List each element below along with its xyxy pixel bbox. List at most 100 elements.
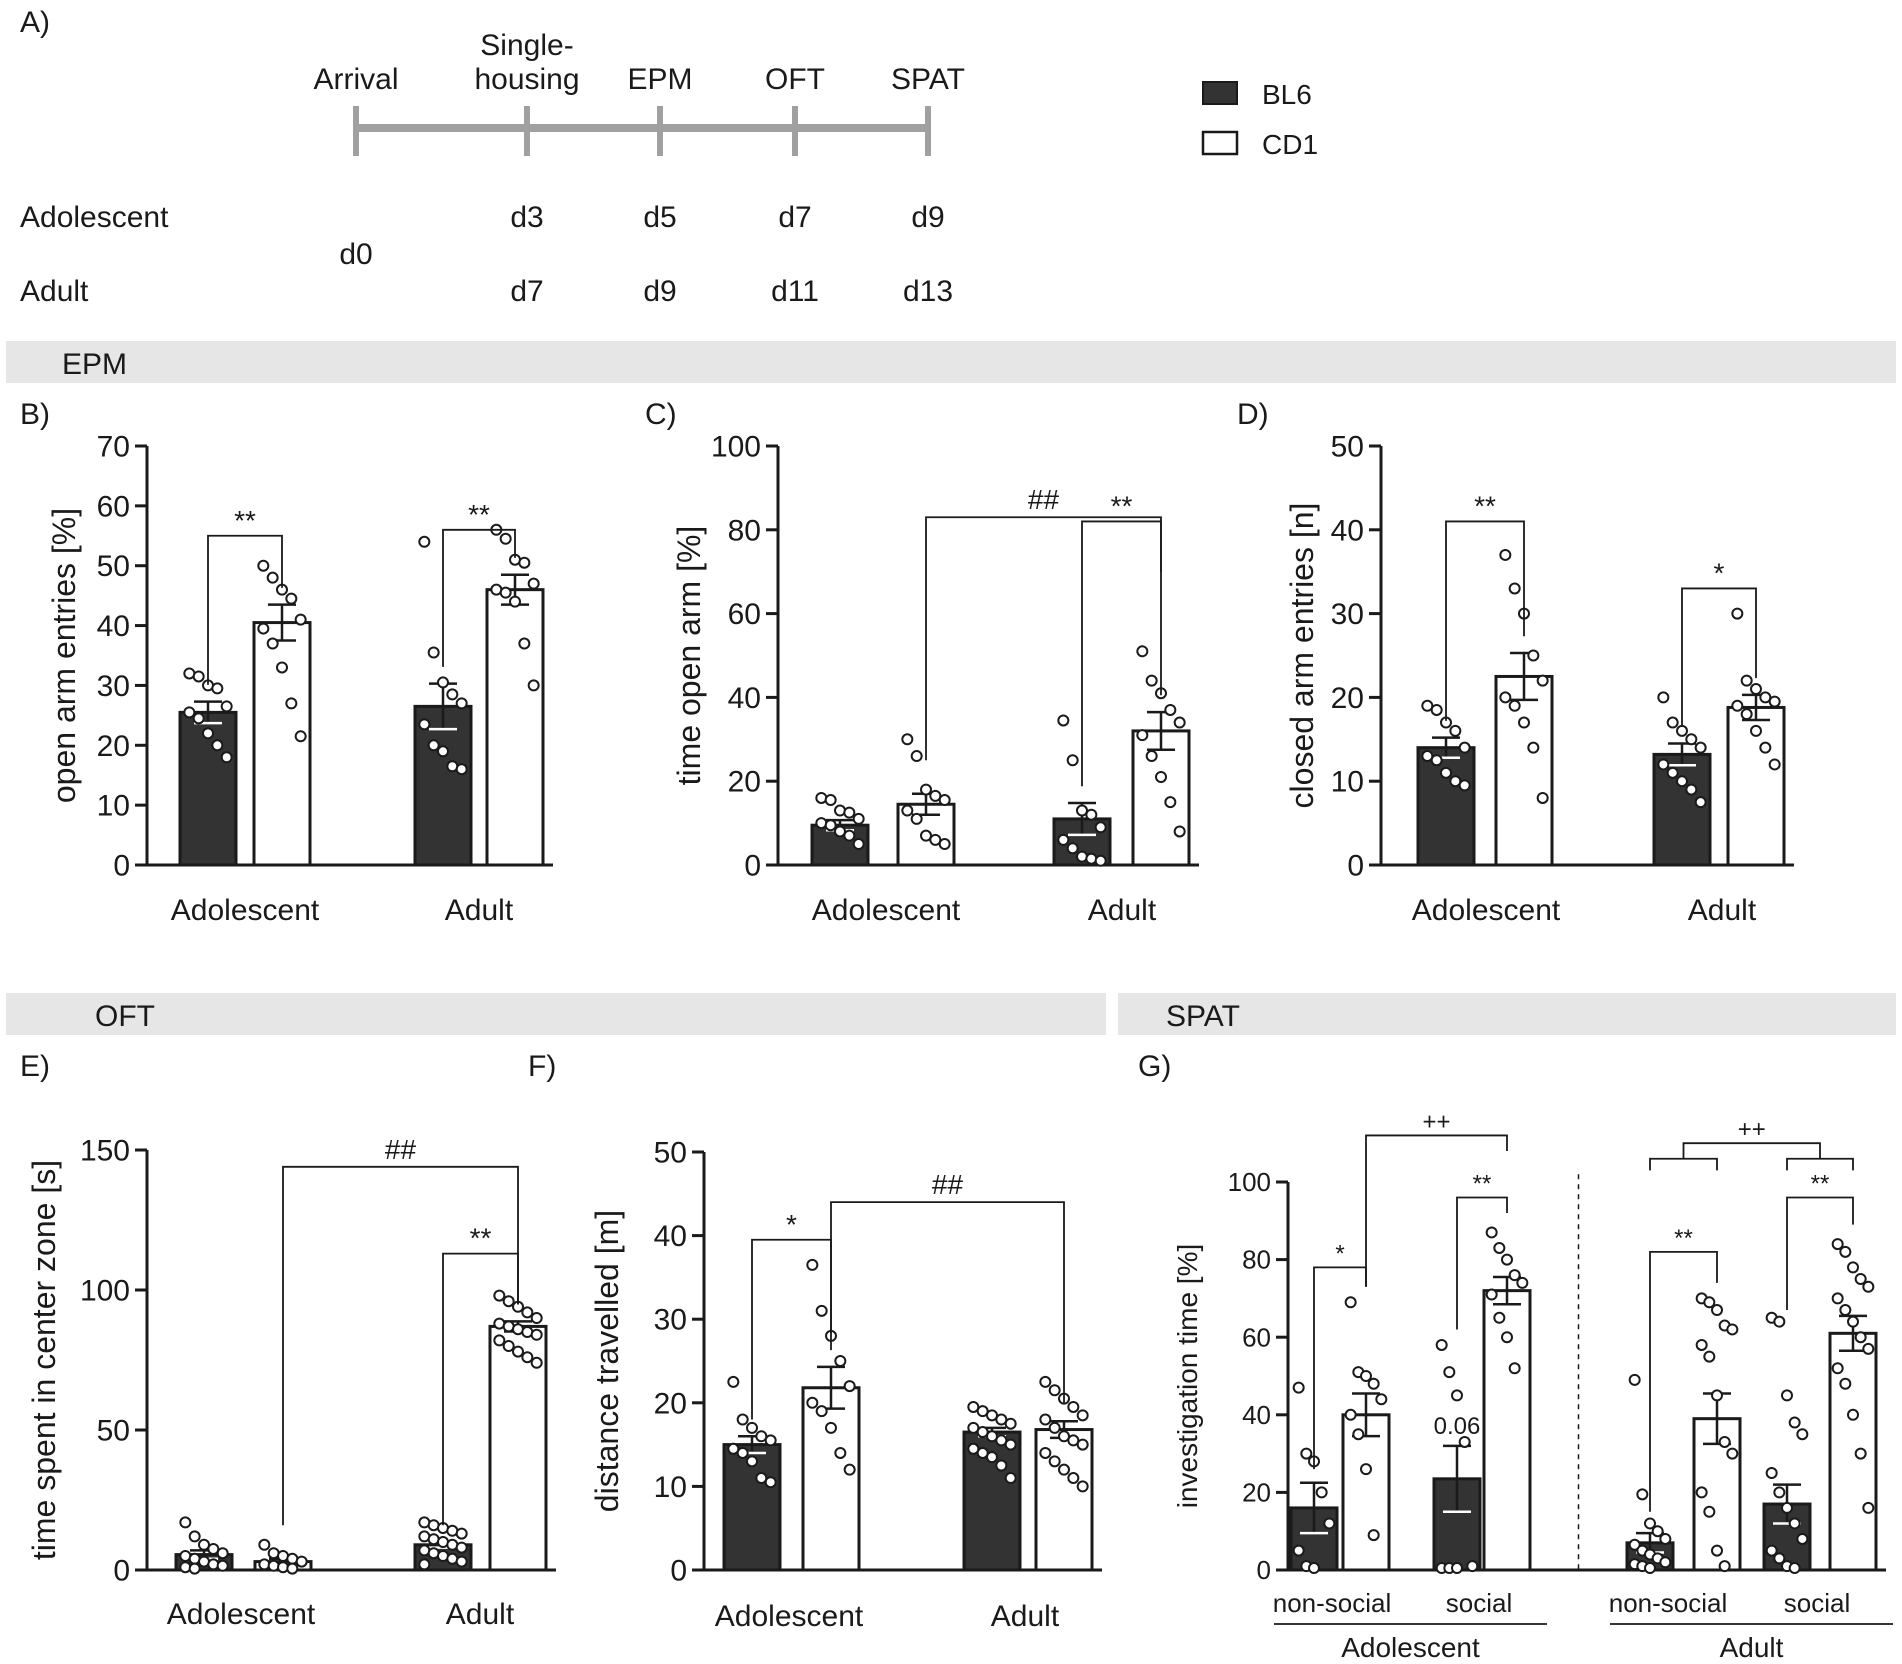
data-point: [1508, 699, 1521, 712]
y-tick-label: 20: [1331, 682, 1364, 715]
timeline-event-label: SPAT: [891, 63, 965, 96]
timeline-day: d7: [778, 201, 811, 234]
data-point: [910, 812, 923, 825]
data-point: [502, 1340, 515, 1352]
data-point: [530, 1356, 543, 1369]
data-point: [418, 1558, 431, 1571]
data-point: [1862, 1342, 1875, 1355]
legend: BL6 CD1: [1201, 79, 1318, 160]
data-point: [1831, 1292, 1844, 1305]
panel-label-e: E): [20, 1050, 50, 1083]
data-point: [1048, 1421, 1061, 1434]
y-tick-label: 0: [113, 850, 130, 883]
data-point: [1695, 1338, 1708, 1351]
data-point: [1164, 703, 1177, 716]
bar-cd1: [1131, 729, 1191, 867]
data-point: [211, 682, 224, 695]
x-tick-label: Adult: [445, 894, 514, 927]
timeline-day-shared: d0: [339, 238, 372, 271]
data-point: [929, 789, 942, 802]
timeline-event-label: OFT: [765, 63, 825, 96]
data-point: [198, 1538, 210, 1551]
bar-cd1: [1494, 674, 1554, 867]
y-tick-label: 30: [97, 670, 130, 703]
data-point: [1731, 699, 1744, 712]
data-point: [518, 637, 531, 650]
data-point: [1501, 1331, 1513, 1344]
data-point: [1458, 741, 1471, 754]
data-point: [1731, 607, 1744, 620]
data-point: [1862, 1501, 1875, 1514]
data-point: [527, 679, 540, 692]
y-tick-label: 0: [670, 1555, 687, 1588]
data-point: [1781, 1389, 1793, 1402]
data-point: [901, 804, 914, 817]
p-value-label: 0.06: [1434, 1413, 1481, 1440]
significance-label: **: [1474, 490, 1496, 521]
bar-cd1: [1341, 1413, 1391, 1572]
data-point: [1493, 1241, 1506, 1254]
data-point: [427, 646, 440, 659]
data-point: [746, 1455, 758, 1468]
data-point: [852, 838, 865, 851]
data-point: [1085, 852, 1098, 865]
data-point: [1004, 1472, 1017, 1485]
data-point: [1659, 1532, 1672, 1545]
group-label: Adult: [1720, 1632, 1784, 1663]
data-point: [418, 535, 431, 548]
data-point: [764, 1476, 777, 1489]
data-point: [967, 1400, 980, 1413]
data-point: [736, 1413, 749, 1426]
data-point: [995, 1413, 1008, 1426]
x-tick-label: Adolescent: [715, 1600, 864, 1633]
data-point: [1508, 582, 1521, 595]
data-point: [1430, 703, 1443, 716]
data-point: [1145, 674, 1158, 687]
data-point: [755, 1472, 768, 1485]
significance-bracket: [925, 516, 1162, 761]
data-point: [1703, 1350, 1716, 1363]
data-point: [1164, 796, 1177, 809]
data-point: [1292, 1544, 1305, 1557]
data-point: [295, 1555, 308, 1568]
section-title-spat: SPAT: [1166, 1000, 1240, 1033]
data-point: [1518, 716, 1530, 729]
data-point: [815, 1304, 828, 1317]
data-point: [211, 739, 224, 752]
data-point: [1659, 1556, 1672, 1569]
data-point: [1676, 775, 1688, 788]
section-band-spat: [1118, 993, 1896, 1035]
panel-label-d: D): [1237, 398, 1269, 431]
data-point: [1173, 716, 1186, 729]
data-point: [1703, 1505, 1716, 1518]
y-tick-label: 10: [1331, 766, 1364, 799]
data-point: [216, 1547, 229, 1560]
data-point: [1759, 741, 1772, 754]
y-tick-label: 20: [1242, 1478, 1271, 1508]
data-point: [1094, 821, 1107, 834]
data-point: [1076, 1438, 1089, 1451]
data-point: [1367, 1377, 1380, 1390]
data-point: [1292, 1381, 1305, 1394]
y-tick-label: 100: [1228, 1167, 1271, 1197]
data-point: [746, 1421, 758, 1434]
data-point: [1048, 1384, 1061, 1397]
data-point: [207, 1543, 220, 1555]
y-axis-title: closed arm entries [n]: [1284, 503, 1320, 809]
y-tick-label: 100: [80, 1275, 130, 1308]
data-point: [1536, 791, 1549, 804]
data-point: [1854, 1273, 1867, 1285]
data-point: [1076, 1480, 1089, 1493]
data-point: [1773, 1315, 1786, 1328]
data-point: [1058, 1463, 1070, 1476]
significance-bracket: [442, 528, 516, 667]
data-point: [1718, 1435, 1731, 1448]
y-tick-label: 40: [1331, 514, 1364, 547]
timeline-event-label: EPM: [627, 63, 692, 96]
data-point: [1067, 1472, 1080, 1485]
data-point: [834, 825, 846, 838]
data-point: [1048, 1455, 1061, 1468]
y-tick-label: 10: [97, 790, 130, 823]
data-point: [1862, 1280, 1875, 1293]
data-point: [1308, 1562, 1320, 1575]
